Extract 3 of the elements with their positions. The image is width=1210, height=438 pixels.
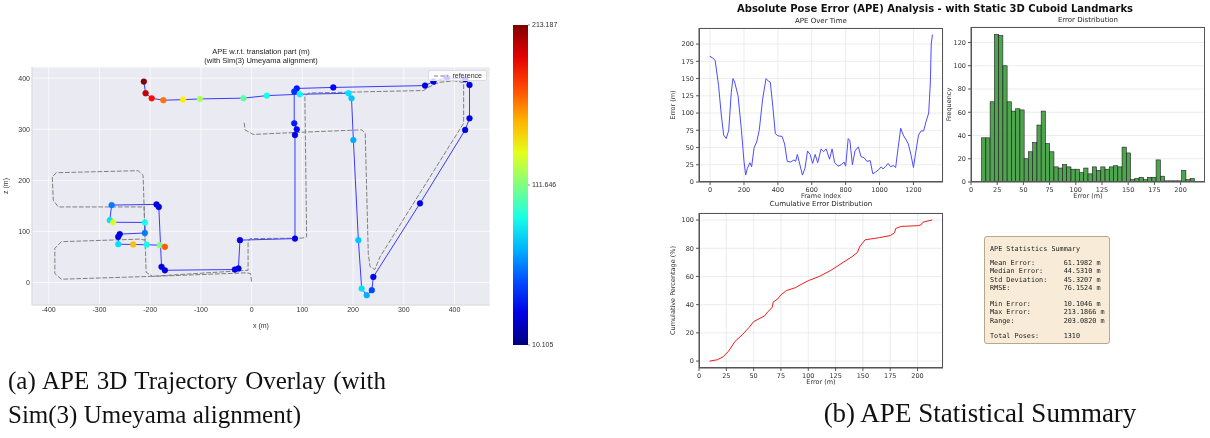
text: (b) APE Statistical Summary [822, 397, 1138, 430]
text: (a) APE 3D Trajectory Overlay (with Sim(3) Umeyama alignment) [8, 366, 386, 431]
text: Absolute Pose Error (APE) Analysis - with Static 3D Cuboid Landmarks [736, 3, 1134, 15]
